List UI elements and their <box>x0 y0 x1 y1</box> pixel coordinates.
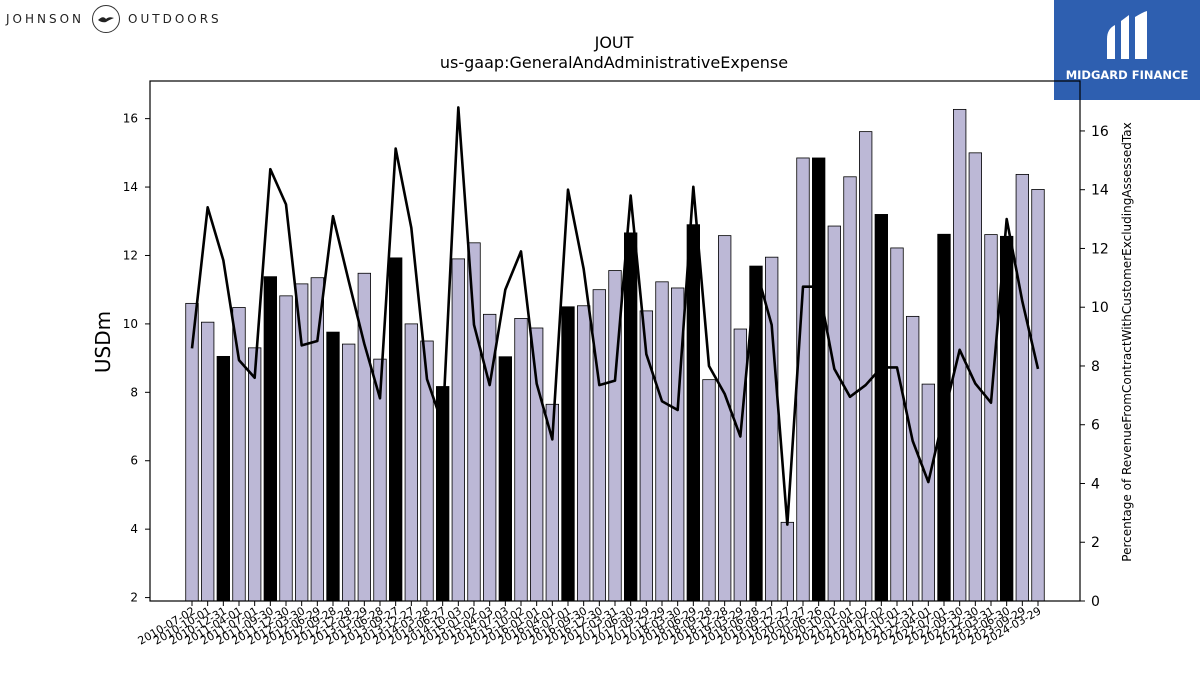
y2-tick-label: 4 <box>1091 476 1100 492</box>
bird-logo-icon <box>92 5 121 33</box>
y-tick-label: 16 <box>123 112 138 126</box>
bar <box>1031 189 1045 602</box>
bar <box>326 331 340 602</box>
midgard-finance-badge: MIDGARD FINANCE <box>1054 0 1200 100</box>
bar <box>859 131 873 602</box>
bar-group <box>185 108 1045 602</box>
y-tick-label: 14 <box>123 180 138 194</box>
bar <box>577 305 591 602</box>
y-tick-label: 4 <box>130 522 138 536</box>
bar <box>1000 235 1014 602</box>
midgard-logo-icon <box>1107 11 1147 59</box>
bar <box>232 307 246 602</box>
bar <box>921 383 936 602</box>
y2-tick-label: 8 <box>1091 359 1100 375</box>
bar <box>812 157 826 602</box>
company-brand: JOHNSON OUTDOORS <box>6 4 222 34</box>
y2-tick-label: 2 <box>1091 535 1100 551</box>
bar <box>247 347 262 602</box>
bar <box>200 321 215 602</box>
y-tick-label: 2 <box>130 591 138 605</box>
brand-right-text: OUTDOORS <box>128 12 222 26</box>
chart-subtitle: us-gaap:GeneralAndAdministrativeExpense <box>439 53 789 72</box>
bar <box>624 232 638 602</box>
bar <box>718 235 732 602</box>
bar <box>984 234 998 602</box>
bar <box>655 281 669 602</box>
bar <box>341 343 356 602</box>
bar <box>451 258 466 602</box>
bar <box>686 224 701 602</box>
bar <box>294 283 309 602</box>
badge-label: MIDGARD FINANCE <box>1065 68 1189 82</box>
bar <box>906 315 920 602</box>
bar <box>467 242 481 602</box>
bar <box>796 157 810 602</box>
y2-tick-label: 16 <box>1091 124 1109 140</box>
bar <box>827 225 842 602</box>
bar <box>263 276 278 602</box>
bar <box>388 257 403 602</box>
y2-axis-label: Percentage of RevenueFromContractWithCus… <box>1120 122 1134 561</box>
y2-tick-label: 14 <box>1091 183 1109 199</box>
y-axis-label: USDm <box>91 311 115 373</box>
bar <box>279 295 293 602</box>
bar <box>874 214 889 602</box>
brand-left-text: JOHNSON <box>6 12 85 26</box>
y2-tick-label: 10 <box>1091 300 1109 316</box>
bar <box>890 247 904 602</box>
line-group <box>190 106 1040 526</box>
y2-tick-label: 12 <box>1091 241 1109 257</box>
chart-title: JOUT <box>594 33 634 52</box>
series-line <box>190 106 1040 526</box>
bar <box>733 328 748 602</box>
bar <box>530 327 544 602</box>
bar <box>216 355 231 602</box>
y2-tick-label: 6 <box>1091 418 1100 434</box>
y-tick-label: 6 <box>130 454 138 468</box>
y-tick-label: 10 <box>123 317 138 331</box>
y-tick-label: 8 <box>130 385 138 399</box>
bar <box>310 277 325 602</box>
bar <box>780 521 795 602</box>
bar <box>514 318 528 602</box>
bar <box>561 306 575 602</box>
bar <box>1015 173 1030 602</box>
bar <box>498 356 513 602</box>
y2-tick-label: 0 <box>1091 594 1100 610</box>
axes-group: 24681012141602468101214162010-07-022010-… <box>123 80 1109 648</box>
bar <box>702 379 716 602</box>
bar <box>404 323 419 602</box>
y-tick-label: 12 <box>123 248 138 262</box>
bar <box>592 289 607 602</box>
